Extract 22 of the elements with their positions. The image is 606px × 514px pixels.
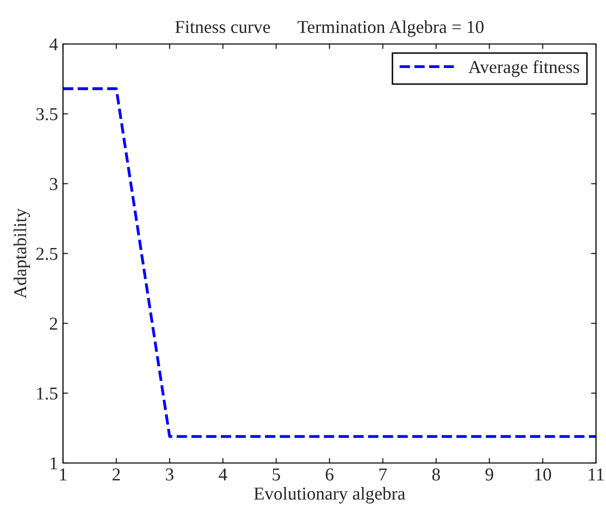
y-tick-label: 1 [50,457,58,470]
y-axis-title: Adaptability [14,208,30,298]
y-tick-label: 3.5 [36,108,58,120]
legend-label: Average fitness [468,60,580,77]
y-tick-label: 3 [50,178,58,190]
x-tick-label: 3 [166,468,174,481]
x-tick-label: 7 [379,468,387,480]
x-axis-title: Evolutionary algebra [254,487,406,504]
y-tick-label: 2 [50,318,58,330]
x-tick-label: 5 [272,468,280,481]
x-tick-label: 2 [112,468,120,480]
x-tick-label: 9 [485,468,494,481]
x-tick-label: 11 [588,468,604,480]
x-tick-label: 8 [432,468,440,481]
x-tick-label: 6 [326,468,334,481]
x-tick-label: 10 [535,468,552,481]
y-tick-label: 1.5 [37,388,58,400]
chart-title: Fitness curve Termination Algebra = 10 [175,20,484,37]
x-tick-label: 1 [60,468,66,480]
y-tick-label: 2.5 [36,248,58,260]
x-tick-label: 4 [218,468,228,480]
y-tick-label: 4 [49,38,58,50]
